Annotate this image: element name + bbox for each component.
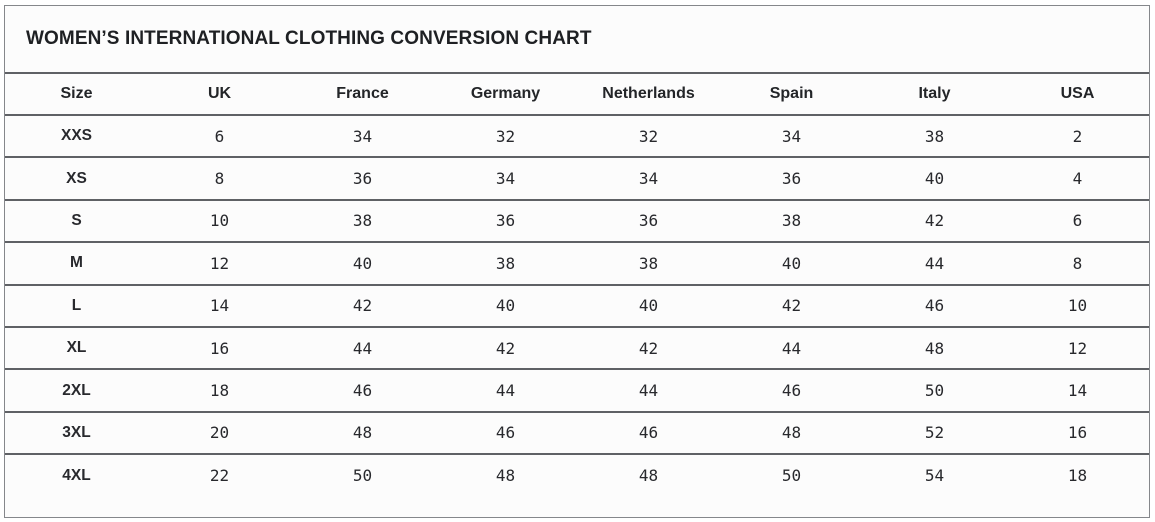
value-cell: 32 bbox=[434, 115, 577, 159]
chart-title: WOMEN’S INTERNATIONAL CLOTHING CONVERSIO… bbox=[26, 28, 592, 49]
value-cell: 46 bbox=[720, 369, 863, 413]
value-cell: 40 bbox=[577, 284, 720, 328]
table-body: XXS 6 34 32 32 34 38 2 XS 8 36 34 34 36 40 4 S 10 38 36 36 38… bbox=[5, 115, 1149, 497]
value-cell: 44 bbox=[291, 326, 434, 371]
size-label-cell: 4XL bbox=[62, 466, 91, 484]
value-cell: 42 bbox=[291, 284, 434, 328]
value-cell: 46 bbox=[291, 369, 434, 413]
column-header-spain: Spain bbox=[720, 74, 863, 116]
value-cell: 40 bbox=[434, 284, 577, 328]
table-row-l: L 14 42 40 40 42 46 10 bbox=[5, 284, 1149, 328]
value-cell: 34 bbox=[577, 157, 720, 201]
value-cell: 36 bbox=[720, 157, 863, 201]
value-cell: 40 bbox=[291, 242, 434, 286]
value-cell: 38 bbox=[863, 115, 1006, 159]
value-cell: 32 bbox=[577, 115, 720, 159]
value-cell: 44 bbox=[434, 369, 577, 413]
size-label-cell: 2XL bbox=[5, 369, 148, 413]
value-cell: 18 bbox=[148, 369, 291, 413]
column-header-germany: Germany bbox=[434, 74, 577, 116]
value-cell: 42 bbox=[577, 326, 720, 371]
value-cell: 38 bbox=[720, 199, 863, 244]
value-cell: 48 bbox=[291, 411, 434, 456]
value-cell: 48 bbox=[720, 411, 863, 456]
value-cell: 42 bbox=[863, 199, 1006, 244]
table-row-xl: XL 16 44 42 42 44 48 12 bbox=[5, 326, 1149, 371]
value-cell: 38 bbox=[434, 242, 577, 286]
value-cell: 36 bbox=[291, 157, 434, 201]
column-header-size: Size bbox=[5, 74, 148, 116]
value-cell: 54 bbox=[924, 466, 945, 486]
value-cell: 38 bbox=[291, 199, 434, 244]
value-cell: 38 bbox=[577, 242, 720, 286]
table-header: Size UK France Germany Netherlands Spain Italy… bbox=[5, 74, 1149, 116]
value-cell: 50 bbox=[863, 369, 1006, 413]
value-cell: 48 bbox=[863, 326, 1006, 371]
size-label-cell: XL bbox=[5, 326, 148, 371]
table-row-s: S 10 38 36 36 38 42 6 bbox=[5, 199, 1149, 244]
value-cell: 50 bbox=[352, 466, 373, 486]
header-row: Size UK France Germany Netherlands Spain Italy… bbox=[5, 74, 1149, 116]
value-cell: 46 bbox=[863, 284, 1006, 328]
value-cell: 34 bbox=[434, 157, 577, 201]
size-label-cell: M bbox=[5, 242, 148, 286]
value-cell: 46 bbox=[577, 411, 720, 456]
value-cell: 44 bbox=[863, 242, 1006, 286]
value-cell: 48 bbox=[638, 466, 659, 486]
size-label-cell: S bbox=[5, 199, 148, 244]
size-label-cell: L bbox=[5, 284, 148, 328]
value-cell: 12 bbox=[1006, 326, 1149, 371]
value-cell: 52 bbox=[863, 411, 1006, 456]
value-cell: 4 bbox=[1006, 157, 1149, 201]
conversion-chart-card: WOMEN’S INTERNATIONAL CLOTHING CONVERSIO… bbox=[4, 5, 1150, 518]
value-cell: 2 bbox=[1006, 115, 1149, 159]
value-cell: 44 bbox=[577, 369, 720, 413]
value-cell: 6 bbox=[148, 115, 291, 159]
table-row-3xl: 3XL 20 48 46 46 48 52 16 bbox=[5, 411, 1149, 456]
size-label-cell: XXS bbox=[5, 115, 148, 159]
value-cell: 46 bbox=[434, 411, 577, 456]
value-cell: 36 bbox=[577, 199, 720, 244]
column-header-italy: Italy bbox=[863, 74, 1006, 116]
size-label-cell: 3XL bbox=[5, 411, 148, 456]
chart-title-bar: WOMEN’S INTERNATIONAL CLOTHING CONVERSIO… bbox=[5, 6, 1149, 74]
size-label-cell: XS bbox=[5, 157, 148, 201]
value-cell: 40 bbox=[863, 157, 1006, 201]
value-cell: 42 bbox=[720, 284, 863, 328]
value-cell: 44 bbox=[720, 326, 863, 371]
value-cell: 14 bbox=[1006, 369, 1149, 413]
value-cell: 18 bbox=[1067, 466, 1088, 486]
column-header-netherlands: Netherlands bbox=[577, 74, 720, 116]
value-cell: 48 bbox=[495, 466, 516, 486]
value-cell: 8 bbox=[148, 157, 291, 201]
value-cell: 14 bbox=[148, 284, 291, 328]
value-cell: 8 bbox=[1006, 242, 1149, 286]
table-row-2xl: 2XL 18 46 44 44 46 50 14 bbox=[5, 369, 1149, 413]
table-row-m: M 12 40 38 38 40 44 8 bbox=[5, 242, 1149, 286]
value-cell: 34 bbox=[720, 115, 863, 159]
column-header-usa: USA bbox=[1006, 74, 1149, 116]
table-row-xxs: XXS 6 34 32 32 34 38 2 bbox=[5, 115, 1149, 159]
column-header-france: France bbox=[291, 74, 434, 116]
value-cell: 40 bbox=[720, 242, 863, 286]
value-cell: 10 bbox=[148, 199, 291, 244]
value-cell: 22 bbox=[209, 466, 230, 486]
value-cell: 12 bbox=[148, 242, 291, 286]
value-cell: 20 bbox=[148, 411, 291, 456]
size-conversion-table: Size UK France Germany Netherlands Spain Italy… bbox=[5, 74, 1149, 497]
value-cell: 34 bbox=[291, 115, 434, 159]
value-cell: 10 bbox=[1006, 284, 1149, 328]
value-cell: 6 bbox=[1006, 199, 1149, 244]
value-cell: 50 bbox=[781, 466, 802, 486]
table-row-4xl: 4XL 22 50 48 48 50 54 18 bbox=[5, 454, 1149, 496]
value-cell: 36 bbox=[434, 199, 577, 244]
table-row-xs: XS 8 36 34 34 36 40 4 bbox=[5, 157, 1149, 201]
value-cell: 16 bbox=[1006, 411, 1149, 456]
value-cell: 16 bbox=[148, 326, 291, 371]
column-header-uk: UK bbox=[148, 74, 291, 116]
value-cell: 42 bbox=[434, 326, 577, 371]
